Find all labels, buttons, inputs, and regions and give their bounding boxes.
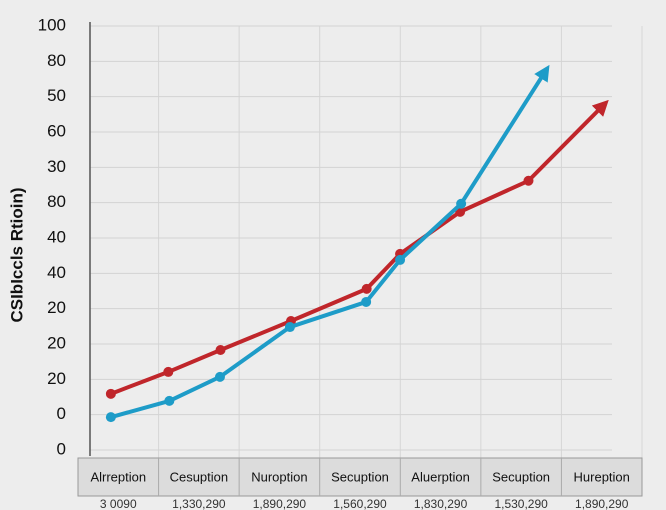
x-tick-sublabel: 1,890,290 <box>253 497 307 510</box>
x-tick-label: Secuption <box>331 469 389 484</box>
x-tick-sublabel: 1,560,290 <box>333 497 387 510</box>
data-point <box>214 371 225 382</box>
x-tick-sublabel: 3 0090 <box>100 497 137 510</box>
data-point <box>523 175 534 186</box>
data-point <box>395 254 406 265</box>
x-tick-label: Secuption <box>492 469 550 484</box>
y-tick-label: 40 <box>47 227 66 246</box>
x-tick-sublabel: 1,530,290 <box>494 497 548 510</box>
x-tick-label: Cesuption <box>170 469 229 484</box>
data-point <box>361 296 372 307</box>
category-strip <box>77 457 643 497</box>
data-point <box>361 283 372 294</box>
y-tick-label: 80 <box>47 192 66 211</box>
y-axis-label: CSIbIccls Rtioin) <box>7 187 26 322</box>
x-tick-sublabel: 1,830,290 <box>414 497 468 510</box>
y-tick-label: 20 <box>47 333 66 352</box>
y-tick-label: 0 <box>57 404 66 423</box>
x-tick-label: Aluerption <box>411 469 470 484</box>
y-tick-label: 40 <box>47 263 66 282</box>
data-point <box>163 366 174 377</box>
data-point <box>105 388 116 399</box>
series-line <box>110 64 550 420</box>
data-point <box>284 322 295 333</box>
x-tick-sublabel: 1,890,290 <box>575 497 629 510</box>
data-point <box>215 345 226 356</box>
y-tick-label: 50 <box>47 86 66 105</box>
x-tick-label: Hureption <box>574 469 630 484</box>
y-tick-label: 20 <box>47 369 66 388</box>
y-tick-label: 80 <box>47 51 66 70</box>
y-tick-label: 0 <box>57 439 66 458</box>
y-tick-label: 100 <box>38 15 66 34</box>
data-point <box>105 412 116 423</box>
y-tick-label: 20 <box>47 298 66 317</box>
y-tick-label: 30 <box>47 157 66 176</box>
y-tick-label: 60 <box>47 121 66 140</box>
x-tick-label: Nuroption <box>251 469 307 484</box>
data-point <box>164 395 175 406</box>
data-point <box>456 198 467 209</box>
x-tick-label: Alrreption <box>90 469 146 484</box>
x-tick-sublabel: 1,330,290 <box>172 497 226 510</box>
